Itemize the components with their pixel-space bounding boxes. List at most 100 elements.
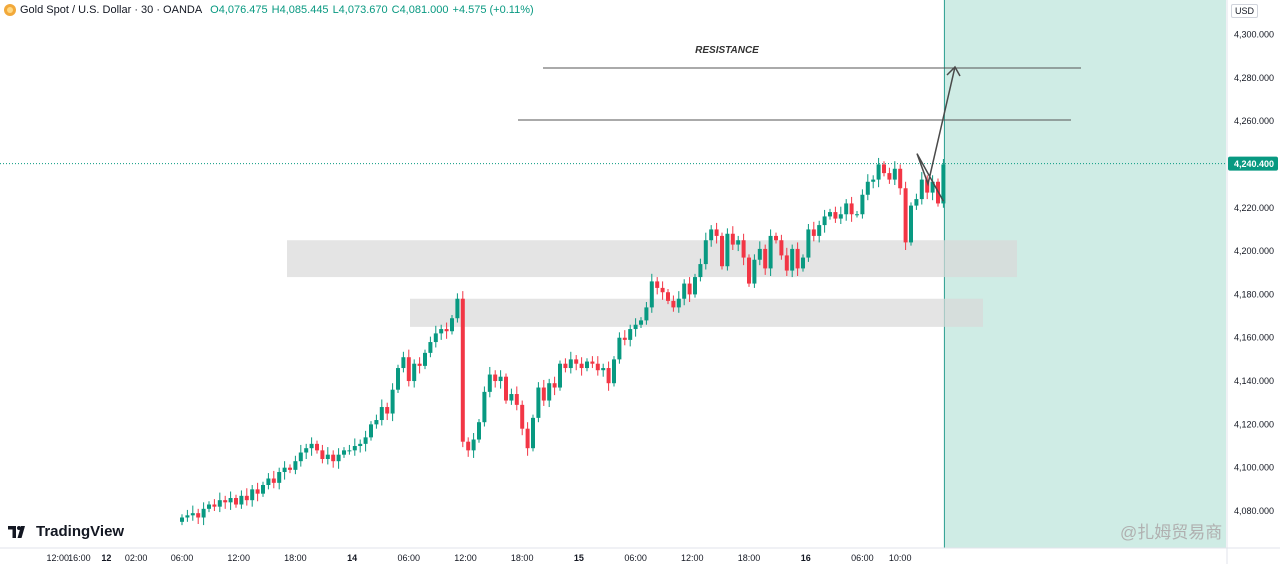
candle-body	[698, 264, 703, 278]
candle-body	[428, 342, 433, 353]
candle-body	[892, 168, 897, 180]
candle-body	[801, 257, 805, 269]
candle-body	[369, 424, 373, 438]
candle-body	[882, 164, 886, 174]
candle-body	[460, 298, 465, 442]
candle-body	[207, 504, 211, 509]
candle-body	[763, 248, 768, 269]
candle-body	[401, 357, 406, 369]
candle-body	[644, 307, 649, 321]
candle-body	[730, 233, 735, 245]
candle-body	[450, 318, 454, 332]
candle-body	[541, 387, 546, 401]
x-tick-label: 02:00	[125, 553, 148, 563]
x-tick-label: 16:00	[68, 553, 91, 563]
candle-body	[671, 300, 676, 308]
candle-body	[768, 235, 773, 269]
y-tick-label: 4,140.000	[1234, 376, 1274, 386]
candle-body	[190, 513, 195, 516]
candle-body	[725, 233, 730, 267]
candle-body	[714, 229, 719, 236]
candle-body	[406, 357, 411, 382]
candle-body	[703, 240, 708, 265]
candle-body	[487, 374, 492, 392]
x-tick-label: 12:00	[681, 553, 704, 563]
x-tick-label: 18:00	[738, 553, 761, 563]
candle-body	[666, 292, 670, 301]
candle-body	[865, 181, 870, 195]
candle-body	[941, 164, 946, 204]
candle-body	[590, 361, 595, 364]
candle-body	[817, 225, 822, 236]
candle-body	[552, 383, 557, 388]
candle-body	[217, 500, 222, 507]
candle-body	[617, 337, 622, 360]
candle-body	[579, 363, 584, 369]
y-tick-label: 4,120.000	[1234, 419, 1274, 429]
candle-body	[315, 443, 319, 451]
candle-body	[903, 188, 908, 243]
demand-zone	[287, 240, 1017, 278]
open-value: O4,076.475	[210, 4, 268, 16]
tradingview-logo[interactable]: TradingView	[8, 523, 124, 540]
x-tick-label: 18:00	[284, 553, 307, 563]
candle-body	[574, 359, 579, 364]
candle-body	[682, 283, 687, 299]
candle-body	[547, 383, 552, 401]
candle-body	[844, 203, 849, 215]
candle-body	[293, 461, 298, 470]
candle-body	[595, 363, 600, 371]
resistance-label: RESISTANCE	[695, 45, 759, 56]
candle-body	[196, 513, 201, 518]
y-tick-label: 4,200.000	[1234, 246, 1274, 256]
candle-body	[320, 450, 325, 460]
candle-body	[331, 454, 336, 462]
candle-body	[471, 439, 476, 451]
y-tick-label: 4,280.000	[1234, 73, 1274, 83]
candle-body	[639, 320, 643, 325]
candle-body	[417, 363, 422, 366]
candle-body	[601, 368, 606, 371]
candle-body	[655, 281, 660, 288]
high-value: H4,085.445	[271, 4, 329, 16]
y-tick-label: 4,100.000	[1234, 463, 1274, 473]
candle-body	[390, 389, 395, 414]
candle-body	[466, 441, 471, 451]
x-tick-label: 06:00	[624, 553, 647, 563]
candle-body	[736, 240, 741, 245]
candle-body	[660, 287, 665, 293]
candle-body	[633, 324, 638, 330]
candle-body	[779, 240, 784, 256]
candle-body	[811, 229, 816, 236]
candle-body	[849, 203, 854, 215]
forecast-path	[916, 66, 956, 202]
candle-body	[649, 281, 654, 308]
candle-body	[298, 452, 303, 462]
candle-body	[439, 329, 444, 334]
candle-body	[493, 374, 498, 382]
candle-body	[612, 359, 616, 384]
candle-body	[444, 329, 449, 332]
candle-body	[828, 212, 832, 217]
watermark: @扎姆贸易商	[1120, 523, 1223, 542]
close-value: C4,081.000	[391, 4, 449, 16]
x-tick-label: 12	[101, 553, 111, 563]
symbol-title[interactable]: Gold Spot / U.S. Dollar · 30 · OANDA	[20, 4, 203, 16]
x-tick-label: 10:00	[889, 553, 912, 563]
forecast-arrowhead	[946, 65, 961, 77]
x-tick-label: 06:00	[398, 553, 421, 563]
symbol-header: Gold Spot / U.S. Dollar · 30 · OANDA O4,…	[4, 4, 534, 16]
candle-body	[482, 391, 487, 423]
candle-body	[585, 361, 589, 369]
candle-body	[455, 298, 460, 319]
candle-body	[234, 498, 238, 505]
currency-label[interactable]: USD	[1231, 4, 1259, 18]
candle-body	[790, 248, 795, 271]
candle-body	[347, 450, 352, 452]
x-tick-label: 06:00	[851, 553, 874, 563]
candle-body	[757, 248, 762, 260]
gold-coin-icon	[4, 4, 16, 16]
tradingview-icon	[8, 525, 25, 538]
